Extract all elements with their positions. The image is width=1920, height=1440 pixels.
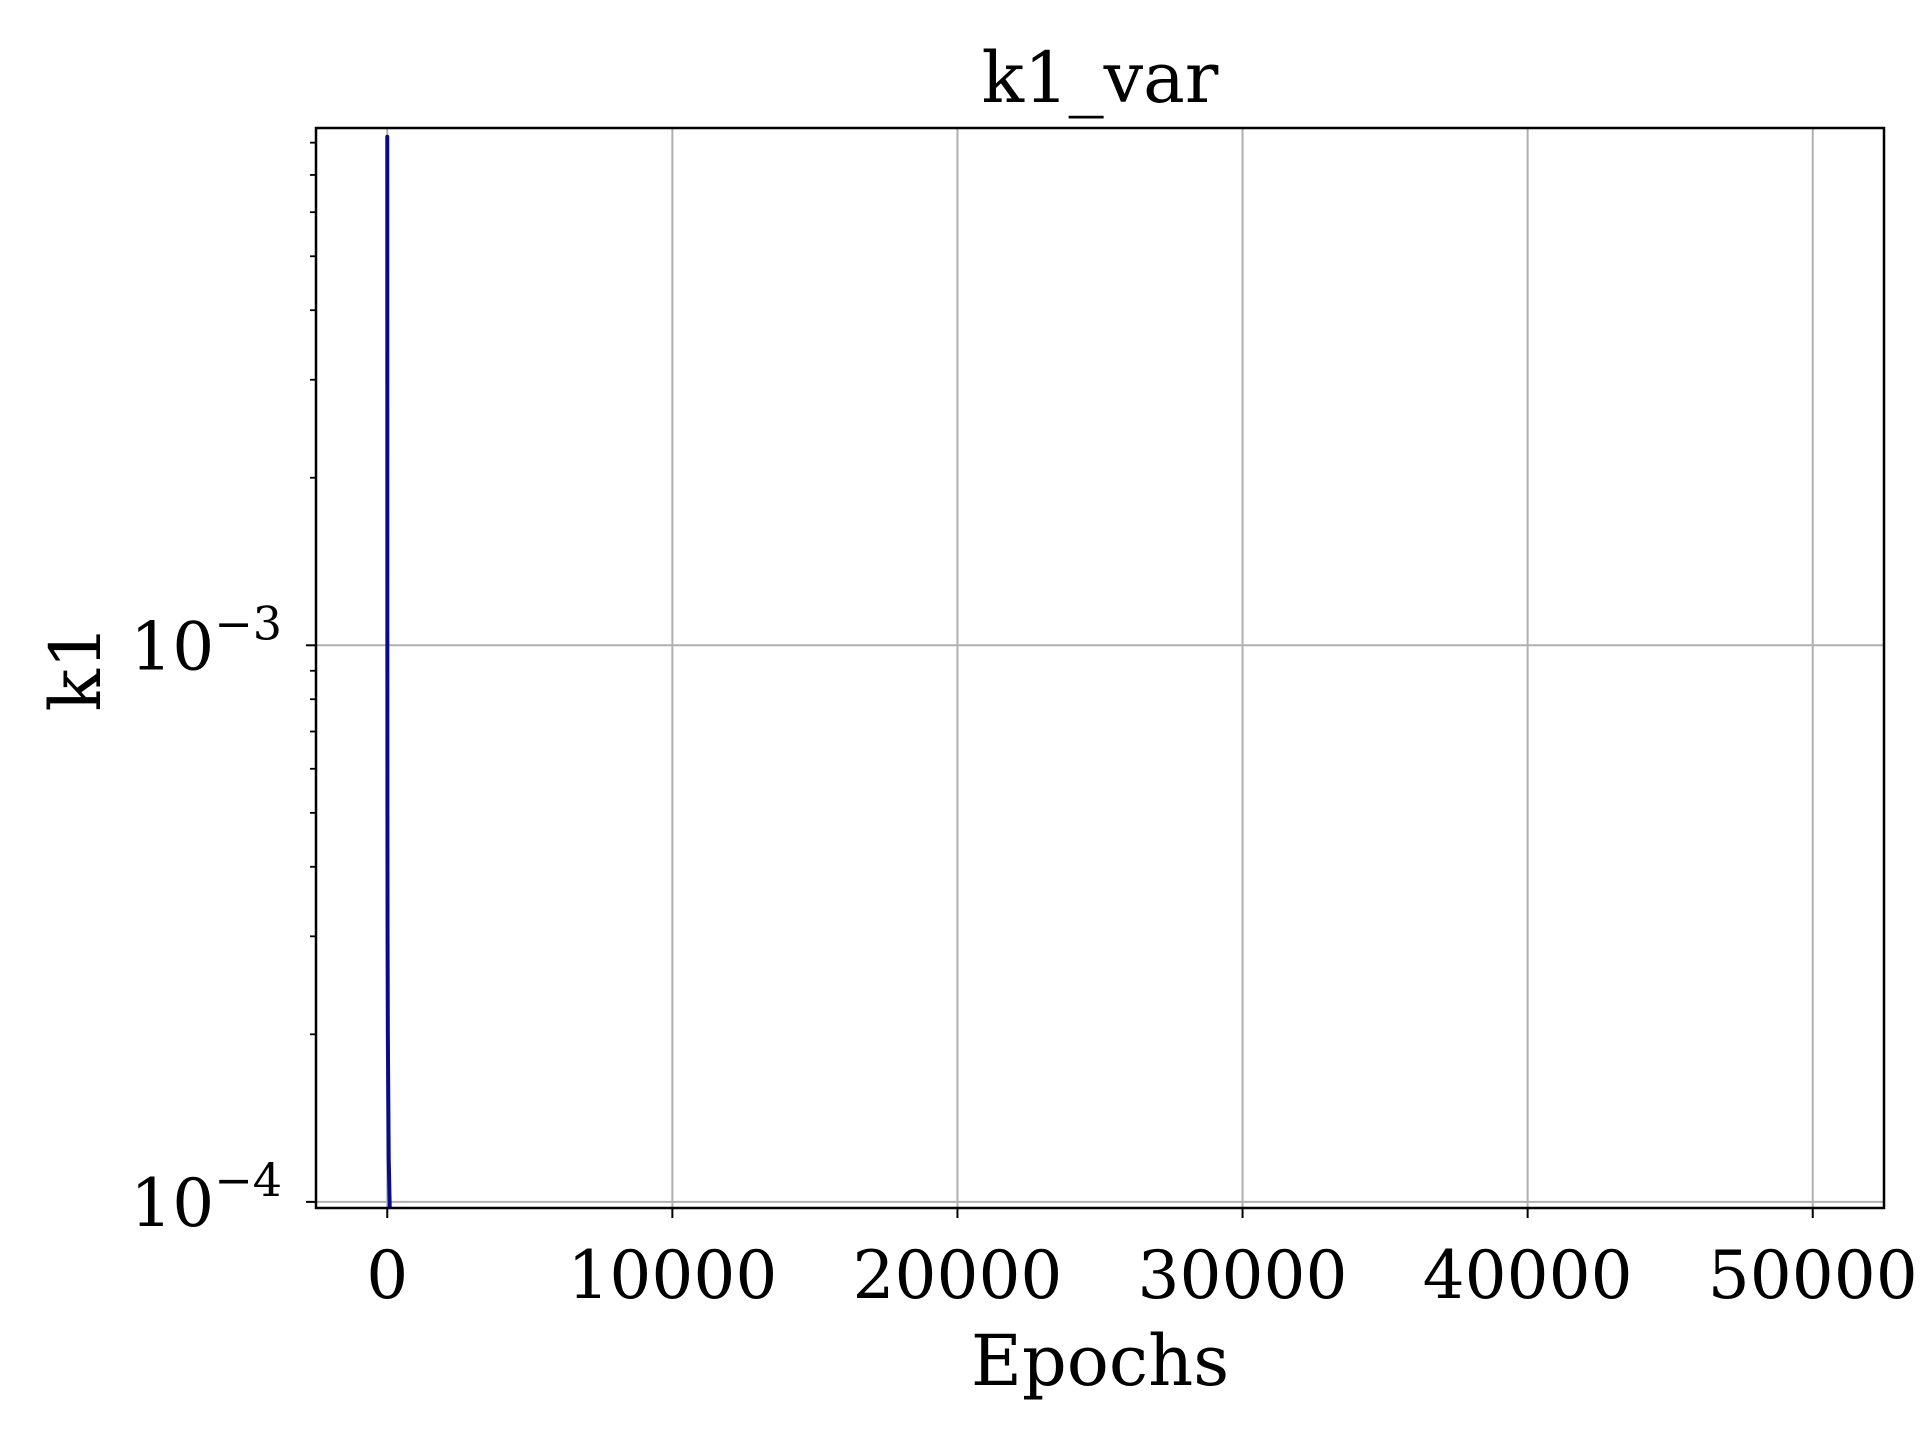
y-tick-label: 10−4 <box>130 1153 282 1242</box>
x-tick-label: 0 <box>366 1237 408 1314</box>
data-series <box>385 134 392 1208</box>
series-line <box>385 134 392 1208</box>
x-tick-label: 30000 <box>1138 1237 1348 1314</box>
x-tick-label: 20000 <box>852 1237 1062 1314</box>
plot-area-background <box>316 128 1884 1208</box>
x-tick-label: 50000 <box>1708 1237 1918 1314</box>
y-tick-label: 10−3 <box>130 596 282 685</box>
x-tick-label: 10000 <box>567 1237 777 1314</box>
y-axis-title: k1 <box>35 625 117 712</box>
x-tick-label: 40000 <box>1423 1237 1633 1314</box>
x-axis-title: Epochs <box>971 1320 1229 1402</box>
chart-title: k1_var <box>982 37 1219 119</box>
tick-labels: 0 10000 20000 30000 40000 50000 10−4 10−3 <box>130 596 1918 1314</box>
axis-ticks <box>306 141 1814 1218</box>
plot-frame <box>314 126 1886 1210</box>
